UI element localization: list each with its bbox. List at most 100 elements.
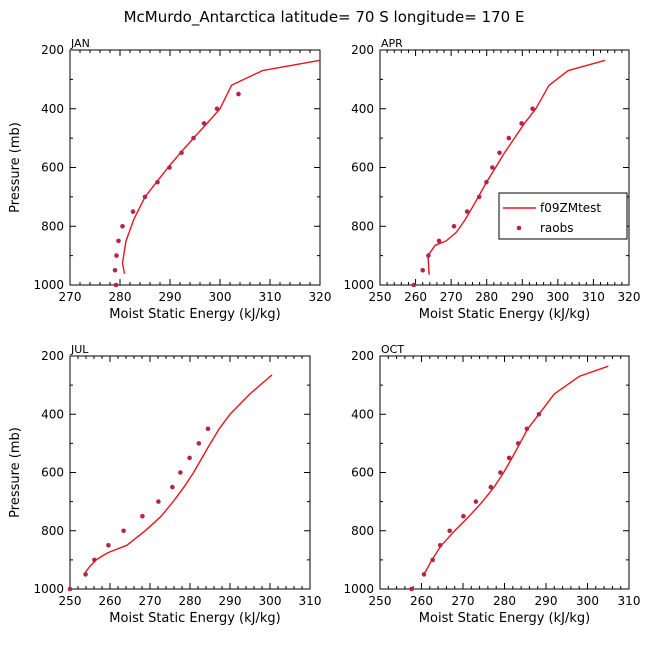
- data-point-raobs: [155, 179, 160, 185]
- data-point-raobs: [121, 528, 126, 534]
- data-point-raobs: [506, 135, 512, 141]
- data-point-raobs: [106, 543, 111, 548]
- series-line-f09ZMtest: [83, 374, 273, 575]
- y-tick-label: 1000: [33, 278, 64, 292]
- data-point-raobs: [437, 543, 443, 548]
- data-point-raobs: [473, 499, 479, 504]
- data-point-raobs: [170, 484, 175, 490]
- x-tick-label: 300: [259, 594, 282, 608]
- x-tick-label: 310: [259, 290, 282, 304]
- data-point-raobs: [114, 253, 119, 258]
- legend-marker-swatch: [516, 225, 522, 231]
- y-tick-label: 1000: [33, 582, 64, 596]
- y-tick-label: 200: [351, 43, 374, 57]
- data-point-raobs: [205, 426, 211, 432]
- data-point-raobs: [426, 253, 431, 258]
- y-tick-label: 600: [41, 161, 64, 175]
- y-tick-label: 400: [351, 102, 374, 116]
- data-point-raobs: [536, 412, 542, 417]
- y-tick-label: 400: [41, 102, 64, 116]
- data-point-raobs: [92, 557, 97, 563]
- x-tick-label: 270: [440, 290, 463, 304]
- chart-panel-apr: APR 250 260 270 280 290 300 310 320 200 400 600 800 1…: [343, 37, 640, 322]
- y-axis-title: Pressure (mb): [8, 427, 23, 518]
- plot-frame: [69, 49, 321, 286]
- chart-panel-oct: OCT 250 260 270 280 290 300 310 200 400 600 800 1000…: [343, 343, 640, 626]
- x-tick-label: 280: [493, 594, 516, 608]
- data-point-raobs: [498, 470, 503, 475]
- series-line-f09ZMtest: [421, 365, 609, 575]
- panels: JAN 270 280 290 300 310 320 200 400 600 800 1000 Moi…: [8, 37, 640, 626]
- x-axis-title: Moist Static Energy (kJ/kg): [419, 307, 590, 322]
- x-tick-label: 320: [618, 290, 641, 304]
- data-point-raobs: [120, 224, 125, 229]
- x-axis-title: Moist Static Energy (kJ/kg): [109, 611, 280, 626]
- x-tick-label: 310: [299, 594, 322, 608]
- legend: f09ZMtest raobs: [498, 192, 628, 240]
- x-tick-label: 280: [475, 290, 498, 304]
- data-point-raobs: [112, 268, 118, 273]
- y-tick-label: 800: [351, 524, 374, 538]
- panel-label: JAN: [70, 37, 90, 50]
- series-line-f09ZMtest: [121, 59, 321, 274]
- data-point-raobs: [156, 499, 161, 504]
- data-point-raobs: [515, 441, 521, 446]
- y-tick-label: 600: [41, 466, 64, 480]
- panel-label: OCT: [381, 343, 404, 356]
- legend-box: [498, 192, 628, 240]
- data-point-raobs: [497, 150, 502, 156]
- data-point-raobs: [187, 455, 192, 461]
- data-point-raobs: [451, 224, 457, 229]
- data-point-raobs: [236, 91, 241, 97]
- data-point-raobs: [421, 572, 427, 577]
- data-point-raobs: [196, 441, 202, 446]
- x-tick-label: 290: [219, 594, 242, 608]
- x-tick-label: 290: [535, 594, 558, 608]
- data-point-raobs: [447, 528, 453, 534]
- y-tick-label: 400: [351, 407, 374, 421]
- data-point-raobs: [430, 557, 436, 563]
- figure-title: McMurdo_Antarctica latitude= 70 S longit…: [124, 8, 525, 27]
- y-axis-title: Pressure (mb): [8, 122, 23, 213]
- x-tick-label: 310: [582, 290, 605, 304]
- chart-panel-jul: JUL 250 260 270 280 290 300 310 200 400 600 800 1000…: [8, 343, 321, 626]
- panel-label: JUL: [70, 343, 89, 356]
- y-tick-label: 200: [351, 349, 374, 363]
- data-point-raobs: [179, 150, 184, 156]
- x-tick-label: 290: [159, 290, 182, 304]
- data-point-raobs: [436, 238, 442, 244]
- y-tick-label: 1000: [343, 278, 374, 292]
- legend-label-obs: raobs: [540, 221, 574, 235]
- x-tick-label: 280: [179, 594, 202, 608]
- x-axis-title: Moist Static Energy (kJ/kg): [109, 307, 280, 322]
- plot-frame: [379, 49, 630, 286]
- data-point-raobs: [488, 484, 494, 490]
- data-point-raobs: [524, 426, 530, 432]
- x-tick-label: 300: [546, 290, 569, 304]
- data-point-raobs: [201, 121, 207, 126]
- x-tick-label: 260: [410, 594, 433, 608]
- x-tick-label: 270: [452, 594, 475, 608]
- y-tick-label: 800: [351, 219, 374, 233]
- x-tick-label: 290: [511, 290, 534, 304]
- data-point-raobs: [214, 106, 220, 112]
- x-tick-label: 280: [109, 290, 132, 304]
- data-point-raobs: [519, 121, 524, 126]
- y-tick-label: 800: [41, 524, 64, 538]
- data-point-raobs: [409, 586, 414, 592]
- data-point-raobs: [484, 179, 489, 185]
- y-tick-label: 1000: [343, 582, 374, 596]
- x-tick-label: 310: [618, 594, 641, 608]
- x-tick-label: 270: [139, 594, 162, 608]
- y-tick-label: 200: [41, 349, 64, 363]
- data-point-raobs: [490, 165, 495, 170]
- legend-label-model: f09ZMtest: [540, 201, 601, 215]
- y-tick-label: 600: [351, 161, 374, 175]
- data-point-raobs: [420, 268, 426, 273]
- x-tick-label: 270: [59, 290, 82, 304]
- data-point-raobs: [530, 106, 535, 112]
- data-point-raobs: [464, 209, 470, 214]
- x-tick-label: 260: [404, 290, 427, 304]
- data-point-raobs: [506, 455, 512, 461]
